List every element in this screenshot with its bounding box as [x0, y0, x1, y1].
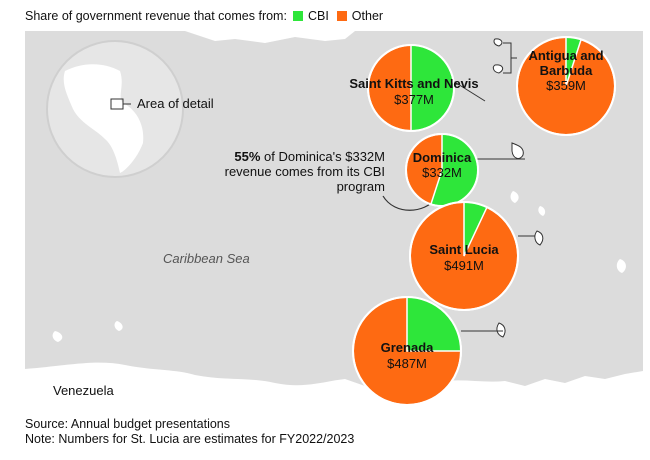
pie-name-label-dominica: Dominica — [413, 150, 472, 165]
island-shape — [534, 230, 544, 246]
pie-outline-grenada — [352, 296, 462, 406]
footer-note: Note: Numbers for St. Lucia are estimate… — [25, 432, 355, 446]
legend: Share of government revenue that comes f… — [25, 9, 385, 23]
legend-swatch-cbi — [292, 11, 303, 21]
pie-name-label-antigua-and-barbuda: Antigua and — [528, 48, 603, 63]
pie-group: Saint Kitts and Nevis$377M Antigua andBar… — [349, 36, 616, 406]
inset-label: Area of detail — [137, 96, 214, 111]
map-panel: Saint Kitts and Nevis $377M Antigua and Bar… — [25, 31, 643, 410]
legend-swatch-other — [336, 11, 347, 21]
annotation-bold: 55% — [234, 149, 261, 164]
dominica-annotation: 55% of Dominica's $332M revenue comes fr… — [203, 149, 385, 194]
legend-label-cbi: CBI — [307, 9, 329, 23]
pie-name-label-antigua-and-barbuda: Barbuda — [540, 63, 594, 78]
sea-label: Caribbean Sea — [163, 251, 250, 266]
legend-label-other: Other — [351, 9, 384, 23]
hispaniola-shape — [185, 31, 355, 43]
island-shape — [492, 64, 504, 74]
venezuela-landmass — [25, 362, 643, 410]
connector-line — [452, 80, 486, 102]
pie-value-label-antigua-and-barbuda: $359M — [546, 78, 586, 93]
island-shape — [538, 206, 546, 216]
globe-inset — [46, 40, 184, 178]
map-svg: Saint Kitts and Nevis$377M Antigua andBar… — [25, 31, 643, 410]
island-shape — [493, 38, 503, 47]
island-shape — [616, 259, 626, 273]
island-shape — [52, 331, 63, 342]
pie-outline-saint-kitts-and-nevis — [367, 44, 455, 132]
bracket-antigua — [503, 42, 517, 74]
island-shape — [511, 142, 524, 159]
pie-name-label-saint-lucia: Saint Lucia — [429, 242, 499, 257]
island-shape — [496, 322, 506, 338]
pie-value-label-dominica: $332M — [422, 165, 462, 180]
pie-outline-antigua-and-barbuda — [516, 36, 616, 136]
pie-value-label-saint-lucia: $491M — [444, 258, 484, 273]
legend-prefix: Share of government revenue that comes f… — [25, 9, 287, 23]
pie-value-label-grenada: $487M — [387, 356, 427, 371]
island-shape — [114, 321, 123, 331]
pie-value-label-saint-kitts-and-nevis: $377M — [394, 92, 434, 107]
pie-outline-saint-lucia — [409, 201, 519, 311]
annotation-text: of Dominica's $332M revenue comes from i… — [224, 149, 385, 194]
pie-name-label-saint-kitts-and-nevis: Saint Kitts and Nevis — [349, 76, 478, 91]
island-shape — [510, 191, 519, 203]
country-label: Venezuela — [53, 383, 114, 398]
footer-source: Source: Annual budget presentations — [25, 417, 231, 431]
pie-name-label-grenada: Grenada — [381, 340, 435, 355]
